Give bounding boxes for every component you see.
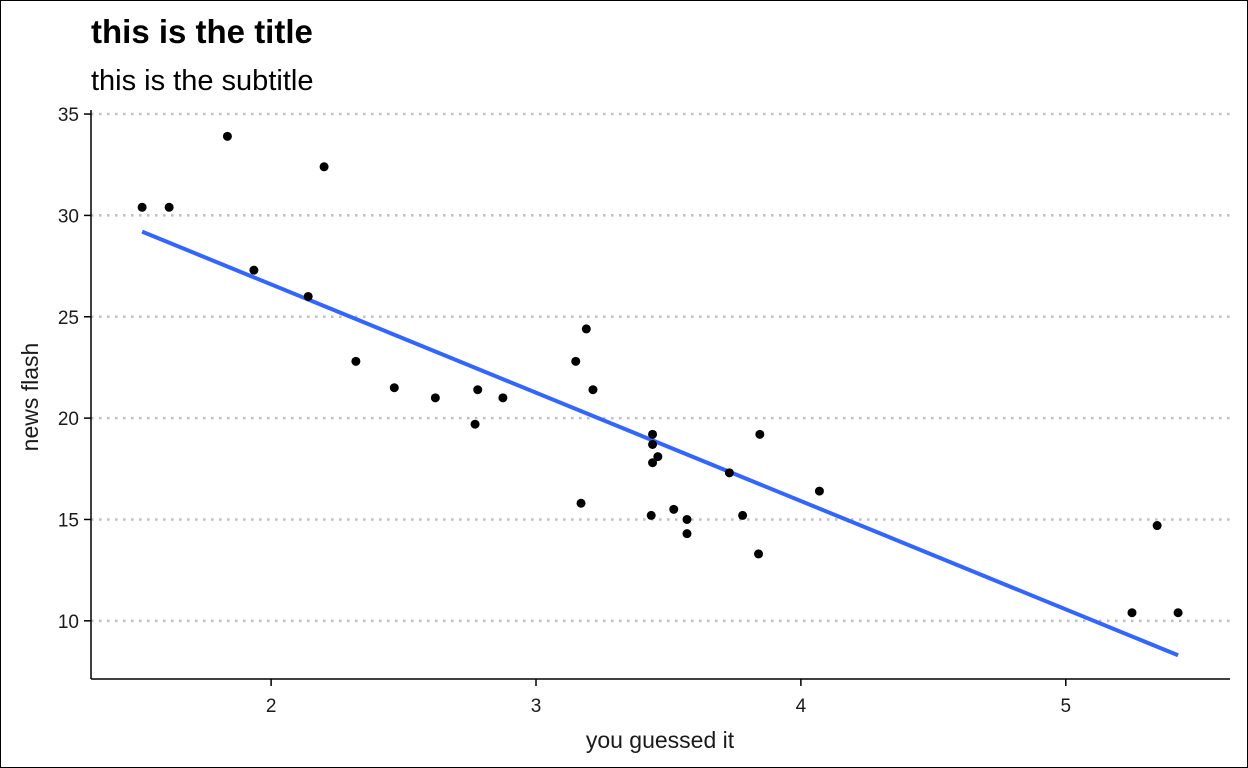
y-tick-label-10: 10 [58, 612, 79, 633]
x-tick-label-2: 2 [266, 696, 277, 717]
data-point-26 [754, 549, 764, 559]
data-point-10 [473, 385, 483, 395]
data-point-2 [222, 131, 232, 141]
data-point-29 [1127, 608, 1137, 618]
data-point-20 [653, 452, 663, 462]
data-point-28 [814, 486, 824, 496]
data-point-9 [470, 419, 480, 429]
data-point-14 [581, 324, 591, 334]
data-point-24 [724, 468, 734, 478]
data-point-13 [576, 498, 586, 508]
data-point-30 [1152, 521, 1162, 531]
trend-line-layer [141, 229, 1179, 658]
trend-line [141, 229, 1179, 658]
data-point-5 [319, 162, 329, 172]
y-tick-label-35: 35 [58, 105, 79, 126]
y-tick-label-30: 30 [58, 206, 79, 227]
y-tick-label-20: 20 [58, 409, 79, 430]
data-point-27 [755, 429, 765, 439]
data-point-31 [1173, 608, 1183, 618]
data-point-25 [738, 510, 748, 520]
y-tick-label-15: 15 [58, 510, 79, 531]
data-point-12 [571, 356, 581, 366]
data-points [137, 131, 1183, 618]
data-point-7 [389, 383, 399, 393]
chart-title: this is the title [91, 13, 313, 50]
data-point-18 [648, 439, 658, 449]
data-point-22 [682, 514, 692, 524]
grid-lines [91, 112, 1230, 623]
data-point-1 [164, 202, 174, 212]
data-point-21 [669, 504, 679, 514]
data-point-17 [648, 429, 658, 439]
data-point-0 [137, 202, 147, 212]
x-axis-label: you guessed it [586, 727, 735, 753]
data-point-19 [648, 458, 658, 468]
data-point-16 [646, 510, 656, 520]
data-point-4 [303, 291, 313, 301]
axis-ticks: 10 15 20 25 30 35 2 3 4 5 [58, 105, 1071, 717]
axes [90, 110, 1230, 680]
y-tick-label-25: 25 [58, 308, 79, 329]
data-point-6 [351, 356, 361, 366]
data-point-15 [588, 385, 598, 395]
x-tick-label-5: 5 [1060, 696, 1071, 717]
data-point-11 [498, 393, 508, 403]
data-point-8 [430, 393, 440, 403]
y-axis-label: news flash [17, 343, 43, 452]
x-tick-label-3: 3 [531, 696, 542, 717]
data-point-23 [682, 529, 692, 539]
chart-subtitle: this is the subtitle [91, 65, 314, 97]
x-tick-label-4: 4 [796, 696, 807, 717]
data-point-3 [249, 265, 259, 275]
